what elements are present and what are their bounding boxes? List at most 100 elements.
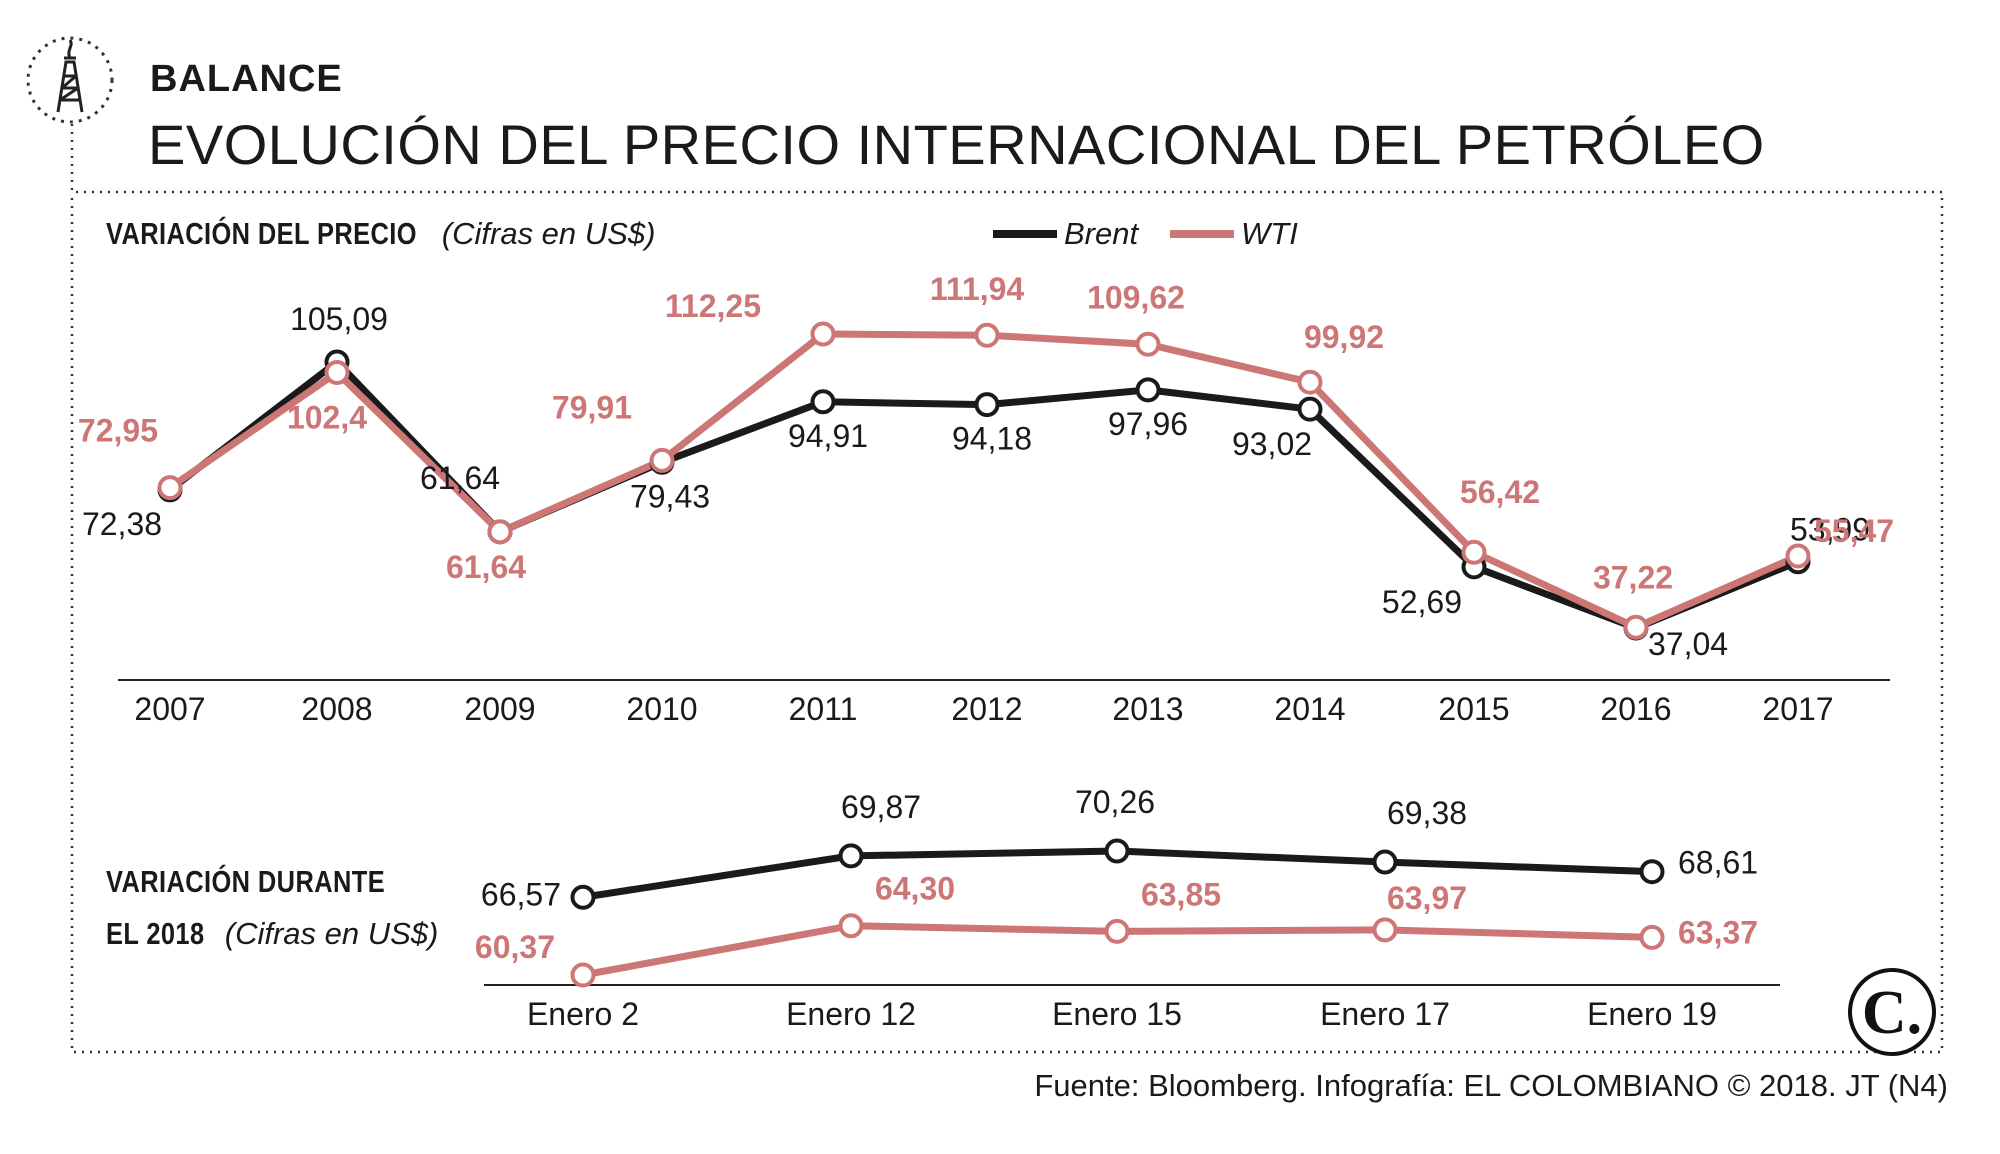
panel1-series — [167, 330, 1800, 632]
oil-derrick-icon — [56, 39, 84, 113]
data-point-wti — [1639, 924, 1665, 950]
el-colombiano-logo — [1848, 968, 1936, 1056]
panel1-subtitle: (Cifras en US$) — [441, 216, 656, 251]
x-tick-label: 2011 — [789, 691, 858, 727]
data-label-wti: 56,42 — [1460, 474, 1540, 510]
x-tick-label: 2007 — [134, 691, 205, 727]
data-point-brent — [974, 392, 1000, 418]
x-tick-label: 2016 — [1600, 691, 1671, 727]
data-label-brent: 79,43 — [630, 478, 710, 514]
x-tick-label: 2008 — [301, 691, 372, 727]
panel2-subtitle: (Cifras en US$) — [224, 916, 439, 951]
data-label-wti: 60,37 — [475, 929, 555, 965]
data-point-brent — [570, 884, 596, 910]
data-label-brent: 94,91 — [788, 418, 868, 454]
data-point-brent — [1297, 396, 1323, 422]
x-tick-label: Enero 2 — [527, 996, 639, 1032]
data-label-brent: 94,18 — [952, 421, 1032, 457]
data-point-wti — [1372, 917, 1398, 943]
data-label-brent: 66,57 — [481, 876, 561, 912]
panel2-title-line1: VARIACIÓN DURANTE — [106, 864, 386, 899]
data-point-brent — [810, 389, 836, 415]
panel2-title-line2: EL 2018 — [106, 916, 205, 951]
x-tick-label: 2014 — [1274, 691, 1345, 727]
derrick-badge — [26, 36, 114, 124]
data-label-brent: 53,99 — [1790, 512, 1870, 548]
data-point-wti — [487, 519, 513, 545]
x-tick-label: 2010 — [626, 691, 697, 727]
data-point-wti — [324, 360, 350, 386]
data-label-wti: 55,47 — [1814, 513, 1894, 549]
panel1-data-labels: 72,38 105,09 61,64 79,43 94,91 94,18 97,96 93,0… — [78, 271, 1894, 662]
legend-wti-label: WTI — [1241, 216, 1298, 251]
data-point-wti — [157, 475, 183, 501]
x-tick-label: 2012 — [951, 691, 1022, 727]
x-tick-label: 2017 — [1762, 691, 1833, 727]
x-tick-label: Enero 17 — [1320, 996, 1450, 1032]
data-point-wti — [810, 321, 836, 347]
data-label-wti: 99,92 — [1304, 319, 1384, 355]
panel1-heading: VARIACIÓN DEL PRECIO (Cifras en US$) — [106, 216, 655, 252]
data-label-brent: 69,38 — [1387, 795, 1467, 831]
data-point-wti — [974, 322, 1000, 348]
logo-text: C. — [1862, 979, 1922, 1047]
data-label-brent: 69,87 — [841, 789, 921, 825]
data-label-wti: 64,30 — [875, 871, 955, 907]
data-point-wti — [1623, 614, 1649, 640]
panel2-tick-labels: Enero 2 Enero 12 Enero 15 Enero 17 Enero 19 — [527, 996, 1717, 1032]
kicker: BALANCE — [150, 58, 343, 100]
legend-brent-label: Brent — [1064, 216, 1139, 251]
data-point-wti — [1297, 369, 1323, 395]
data-point-brent — [1372, 849, 1398, 875]
source-credit: Fuente: Bloomberg. Infografía: EL COLOMB… — [1034, 1068, 1948, 1103]
data-point-wti — [838, 913, 864, 939]
panel2-points — [570, 838, 1665, 988]
data-label-wti: 111,94 — [930, 271, 1025, 307]
x-tick-label: Enero 19 — [1587, 996, 1717, 1032]
data-label-wti: 72,95 — [78, 413, 158, 449]
data-point-brent — [1639, 859, 1665, 885]
data-label-wti: 63,85 — [1141, 876, 1221, 912]
x-tick-label: 2009 — [464, 691, 535, 727]
data-label-brent: 52,69 — [1382, 584, 1462, 620]
data-label-wti: 112,25 — [665, 288, 761, 324]
data-point-brent — [838, 843, 864, 869]
data-point-wti — [570, 962, 596, 988]
data-label-wti: 63,97 — [1387, 880, 1467, 916]
panel1-title: VARIACIÓN DEL PRECIO — [106, 216, 417, 251]
panel2-heading: VARIACIÓN DURANTE EL 2018 (Cifras en US$… — [106, 856, 446, 960]
x-tick-label: 2013 — [1112, 691, 1183, 727]
data-label-brent: 68,61 — [1678, 845, 1758, 881]
panel2-data-labels: 66,57 69,87 70,26 69,38 68,61 60,37 64,30 63,85… — [475, 784, 1758, 965]
data-label-brent: 93,02 — [1232, 426, 1312, 462]
panel1-tick-labels: 2007 2008 2009 2010 2011 2012 2013 2014 2015 2016… — [134, 691, 1833, 727]
data-label-wti: 61,64 — [446, 549, 526, 585]
data-label-brent: 72,38 — [82, 506, 162, 542]
data-label-brent: 70,26 — [1075, 784, 1155, 820]
data-label-wti: 37,22 — [1593, 559, 1673, 595]
panel2-series — [582, 847, 1653, 979]
panel1-points — [157, 321, 1811, 641]
data-label-wti: 102,4 — [287, 400, 367, 436]
data-label-brent: 97,96 — [1108, 406, 1188, 442]
data-label-wti: 63,37 — [1678, 914, 1758, 950]
data-point-wti — [1135, 331, 1161, 357]
frame-line — [70, 124, 1944, 1054]
x-tick-label: Enero 15 — [1052, 996, 1182, 1032]
x-tick-label: Enero 12 — [786, 996, 916, 1032]
data-point-wti — [1461, 539, 1487, 565]
series-line-wti — [168, 330, 1800, 631]
data-label-brent: 37,04 — [1648, 626, 1728, 662]
data-point-brent — [1104, 838, 1130, 864]
data-label-wti: 109,62 — [1087, 279, 1185, 315]
x-tick-label: 2015 — [1438, 691, 1509, 727]
data-label-brent: 61,64 — [420, 460, 500, 496]
data-point-wti — [649, 447, 675, 473]
legend: Brent WTI — [993, 216, 1298, 251]
data-label-brent: 105,09 — [290, 301, 388, 337]
data-label-wti: 79,91 — [552, 389, 632, 425]
data-point-wti — [1104, 918, 1130, 944]
page-title: EVOLUCIÓN DEL PRECIO INTERNACIONAL DEL P… — [148, 113, 1765, 176]
data-point-brent — [1135, 377, 1161, 403]
